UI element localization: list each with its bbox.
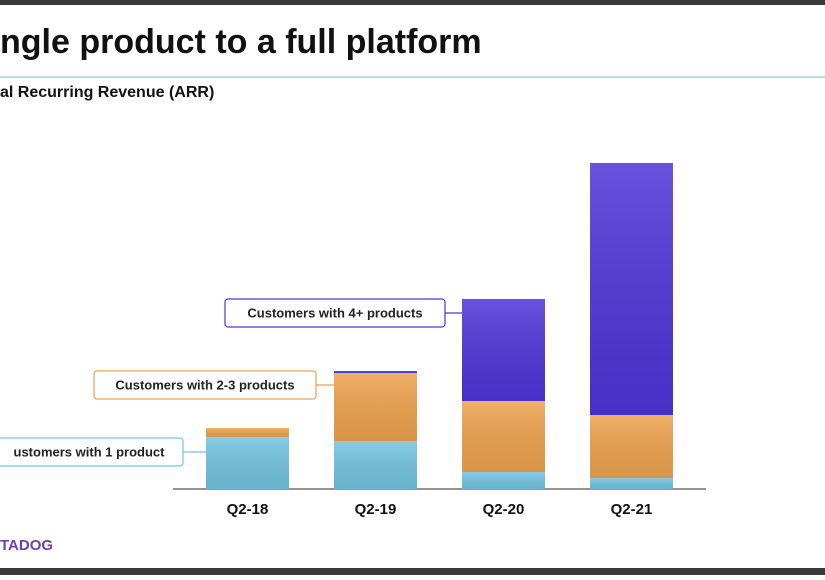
logo: TADOG (0, 537, 53, 554)
bar-sheen (334, 371, 417, 373)
legend-label: Customers with 4+ products (247, 305, 422, 320)
bar-sheen (334, 373, 417, 441)
callout-box (93, 370, 317, 400)
bar-sheen (462, 472, 545, 489)
top-border (0, 0, 825, 5)
callout-box (224, 298, 446, 328)
subtitle: al Recurring Revenue (ARR) (0, 84, 214, 101)
bar-sheen (206, 437, 289, 489)
bar-sheen (590, 478, 673, 489)
legend-label: ustomers with 1 product (14, 444, 166, 459)
title: ngle product to a full platform (0, 23, 482, 61)
x-tick-label: Q2-18 (227, 501, 269, 518)
bottom-border (0, 568, 825, 575)
legend-label: Customers with 2-3 products (115, 377, 294, 392)
bar-sheen (462, 299, 545, 401)
bar-sheen (462, 401, 545, 472)
bar-sheen (334, 441, 417, 489)
x-tick-label: Q2-19 (355, 501, 397, 518)
x-tick-label: Q2-20 (483, 501, 525, 518)
bar-sheen (590, 163, 673, 415)
bar-sheen (590, 415, 673, 478)
callout-box (0, 437, 184, 467)
bar-sheen (206, 428, 289, 437)
x-tick-label: Q2-21 (611, 501, 653, 518)
